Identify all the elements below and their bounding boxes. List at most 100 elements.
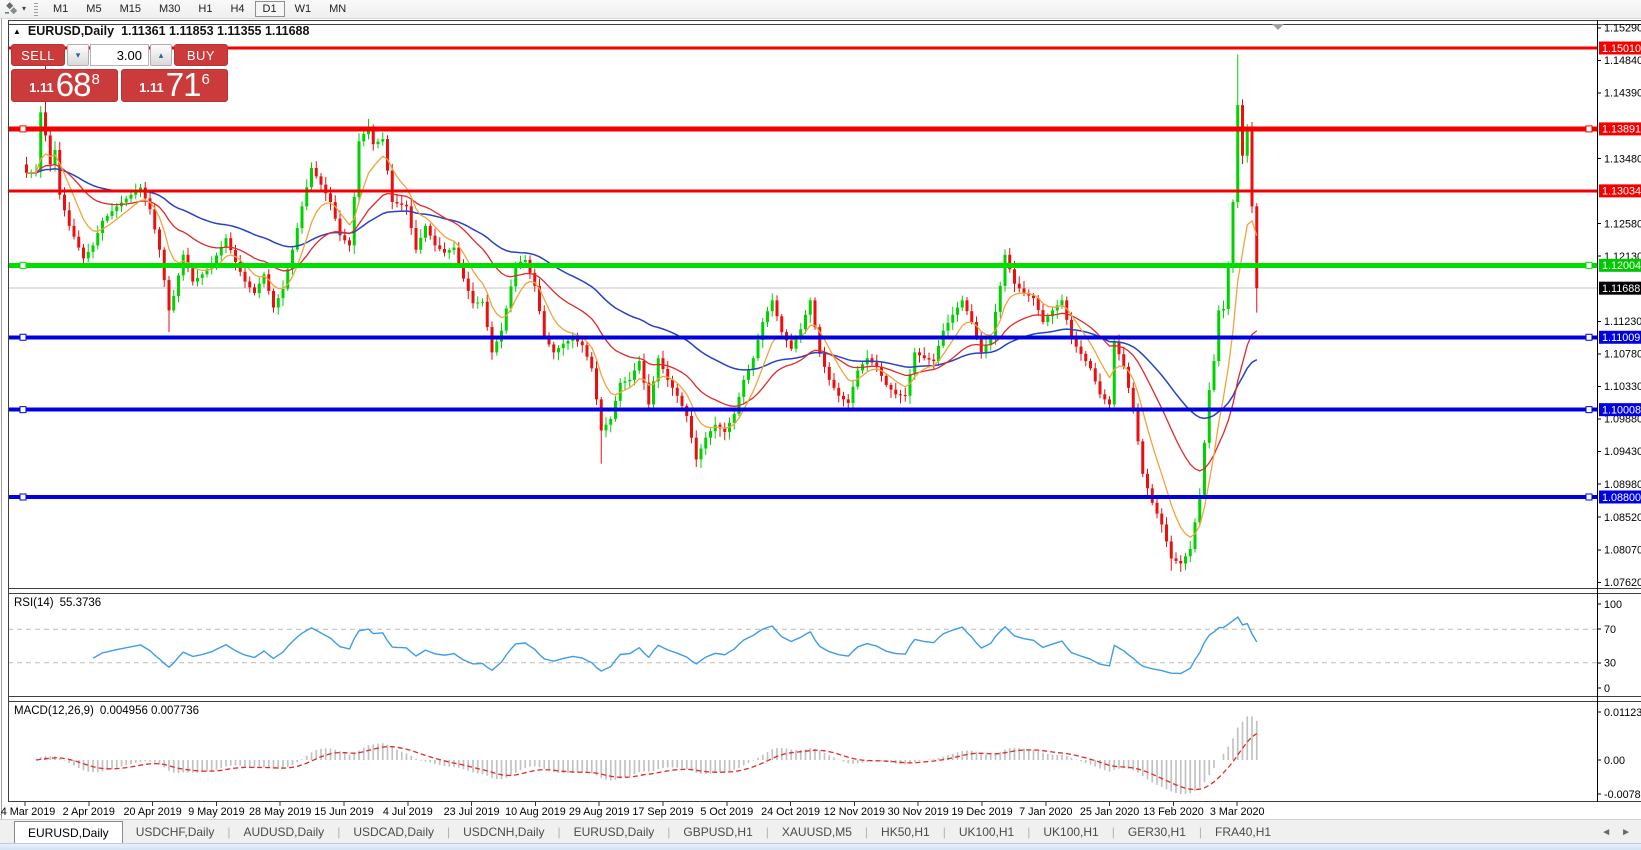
- candle-body: [1131, 387, 1135, 409]
- hline-handle[interactable]: [19, 125, 27, 133]
- candle-body: [1098, 381, 1102, 395]
- volume-increase-button[interactable]: ▴: [150, 44, 172, 66]
- volume-input[interactable]: 3.00: [90, 44, 149, 66]
- rsi-axis-label: 0: [1604, 683, 1610, 695]
- price-axis-badge: [1599, 281, 1641, 295]
- hline-handle[interactable]: [19, 493, 27, 501]
- tab-scroll-left-icon[interactable]: ◄: [1601, 826, 1612, 838]
- candle-body: [946, 322, 950, 331]
- hline-handle[interactable]: [1585, 406, 1593, 414]
- dropdown-caret-icon: ▾: [22, 4, 27, 13]
- chart-profile-button[interactable]: ▾: [4, 2, 26, 16]
- chart-tab-usdcad-daily[interactable]: USDCAD,Daily: [353, 825, 434, 839]
- date-axis-label: 25 Jan 2020: [1080, 806, 1139, 818]
- price-axis-badge-label: 1.15010: [1602, 43, 1641, 55]
- macd-axis[interactable]: 0.011232 0.00 -0.007894: [1597, 707, 1641, 801]
- candle-body: [1074, 339, 1078, 347]
- rsi-axis[interactable]: 100 70 30 0: [1597, 599, 1622, 695]
- candle-body: [533, 272, 537, 286]
- candle-body: [300, 206, 304, 229]
- buy-price-tile[interactable]: 1.11 71 6: [121, 66, 228, 103]
- candle-body: [457, 247, 461, 264]
- candle-body: [927, 358, 931, 360]
- price-axis-tick-label: 1.08980: [1604, 479, 1641, 491]
- sell-price-tile[interactable]: 1.11 68 8: [11, 68, 118, 102]
- chart-tab-eurusd-daily[interactable]: EURUSD,Daily: [14, 821, 123, 844]
- candle-body: [471, 290, 475, 304]
- chart-shift-marker-icon[interactable]: [1272, 24, 1284, 30]
- hline-handle[interactable]: [19, 261, 27, 269]
- candle-body: [694, 437, 698, 460]
- chart-tab-xauusd-m5[interactable]: XAUUSD,M5: [781, 825, 852, 839]
- candle-body: [338, 218, 342, 236]
- toolbar-grip: [34, 2, 39, 16]
- hline-handle[interactable]: [19, 406, 27, 414]
- chart-tab-gbpusd-h1[interactable]: GBPUSD,H1: [683, 825, 753, 839]
- candle-body: [775, 300, 779, 317]
- macd-plot-area[interactable]: [8, 702, 1597, 801]
- macd-signal-line: [35, 733, 1258, 791]
- buy-price-big: 71: [165, 66, 202, 103]
- candle-body: [101, 220, 104, 234]
- timeframe-button-m30[interactable]: M30: [158, 3, 181, 15]
- candle-body: [1193, 522, 1197, 550]
- candle-body: [129, 194, 133, 199]
- candle-body: [652, 381, 655, 405]
- date-axis[interactable]: 14 Mar 2019 2 Apr 2019 20 Apr 2019 9 May 20…: [0, 801, 1265, 819]
- chart-tabs: EURUSD,Daily USDCHF,Daily | AUDUSD,Daily | US…: [0, 820, 1601, 844]
- volume-decrease-button[interactable]: ▾: [67, 44, 89, 66]
- rsi-plot-area[interactable]: [8, 594, 1597, 696]
- hline-handle[interactable]: [1585, 333, 1593, 341]
- sell-button[interactable]: SELL: [11, 44, 65, 66]
- candle-body: [756, 340, 760, 359]
- price-axis-tick-label: 1.11230: [1604, 316, 1641, 328]
- hline-handle[interactable]: [1585, 125, 1593, 133]
- candle-body: [998, 285, 1002, 312]
- candle-body: [376, 141, 380, 145]
- timeframe-button-w1[interactable]: W1: [294, 3, 312, 15]
- timeframe-button-m15[interactable]: M15: [119, 3, 141, 15]
- chart-tab-usdcnh-daily[interactable]: USDCNH,Daily: [463, 825, 545, 839]
- candle-body: [1003, 254, 1007, 286]
- price-axis-tick-label: 1.14390: [1604, 88, 1641, 100]
- candle-body: [63, 194, 66, 211]
- price-axis-badge-label: 1.10008: [1602, 404, 1641, 416]
- chart-tab-hk50-h1[interactable]: HK50,H1: [881, 825, 930, 839]
- date-axis-label: 7 Jan 2020: [1019, 806, 1072, 818]
- hline-handle[interactable]: [19, 333, 27, 341]
- hline-handle[interactable]: [1585, 261, 1593, 269]
- chart-tab-audusd-daily[interactable]: AUDUSD,Daily: [243, 825, 325, 839]
- chart-tab-usdchf-daily[interactable]: USDCHF,Daily: [135, 825, 215, 839]
- hline-handle[interactable]: [1585, 493, 1593, 501]
- candle-body: [599, 399, 603, 431]
- chart-tab-fra40-h1[interactable]: FRA40,H1: [1215, 825, 1272, 839]
- timeframe-button-m5[interactable]: M5: [86, 3, 102, 15]
- chart-tab-ger30-h1[interactable]: GER30,H1: [1127, 825, 1186, 839]
- candle-body: [661, 358, 665, 370]
- tab-scroll-right-icon[interactable]: ►: [1621, 826, 1631, 838]
- timeframe-button-mn[interactable]: MN: [329, 3, 347, 15]
- candle-body: [1141, 441, 1145, 474]
- candle-body: [789, 340, 793, 349]
- candle-body: [1226, 264, 1230, 310]
- timeframe-button-d1[interactable]: D1: [254, 1, 285, 17]
- timeframe-button-h4[interactable]: H4: [230, 3, 245, 15]
- collapse-triangle-icon[interactable]: ▲: [13, 26, 21, 36]
- buy-button[interactable]: BUY: [174, 44, 228, 66]
- candle-body: [139, 187, 142, 192]
- tab-separator: |: [667, 825, 671, 839]
- chart-tab-uk100-h1[interactable]: UK100,H1: [1043, 825, 1099, 839]
- price-axis[interactable]: 1.152901.148401.143901.134801.125801.121…: [1597, 23, 1641, 590]
- candle-body: [870, 358, 874, 363]
- candle-body: [243, 271, 247, 282]
- chart-tab-uk100-h1[interactable]: UK100,H1: [958, 825, 1015, 839]
- candle-body: [58, 149, 62, 195]
- chart-tab-eurusd-daily[interactable]: EURUSD,Daily: [573, 825, 655, 839]
- timeframe-button-h1[interactable]: H1: [198, 3, 213, 15]
- timeframe-button-m1[interactable]: M1: [53, 3, 69, 15]
- main-plot-area[interactable]: [8, 25, 1597, 588]
- candle-body: [1146, 473, 1149, 489]
- candle-body: [72, 225, 76, 237]
- candle-body: [504, 308, 508, 331]
